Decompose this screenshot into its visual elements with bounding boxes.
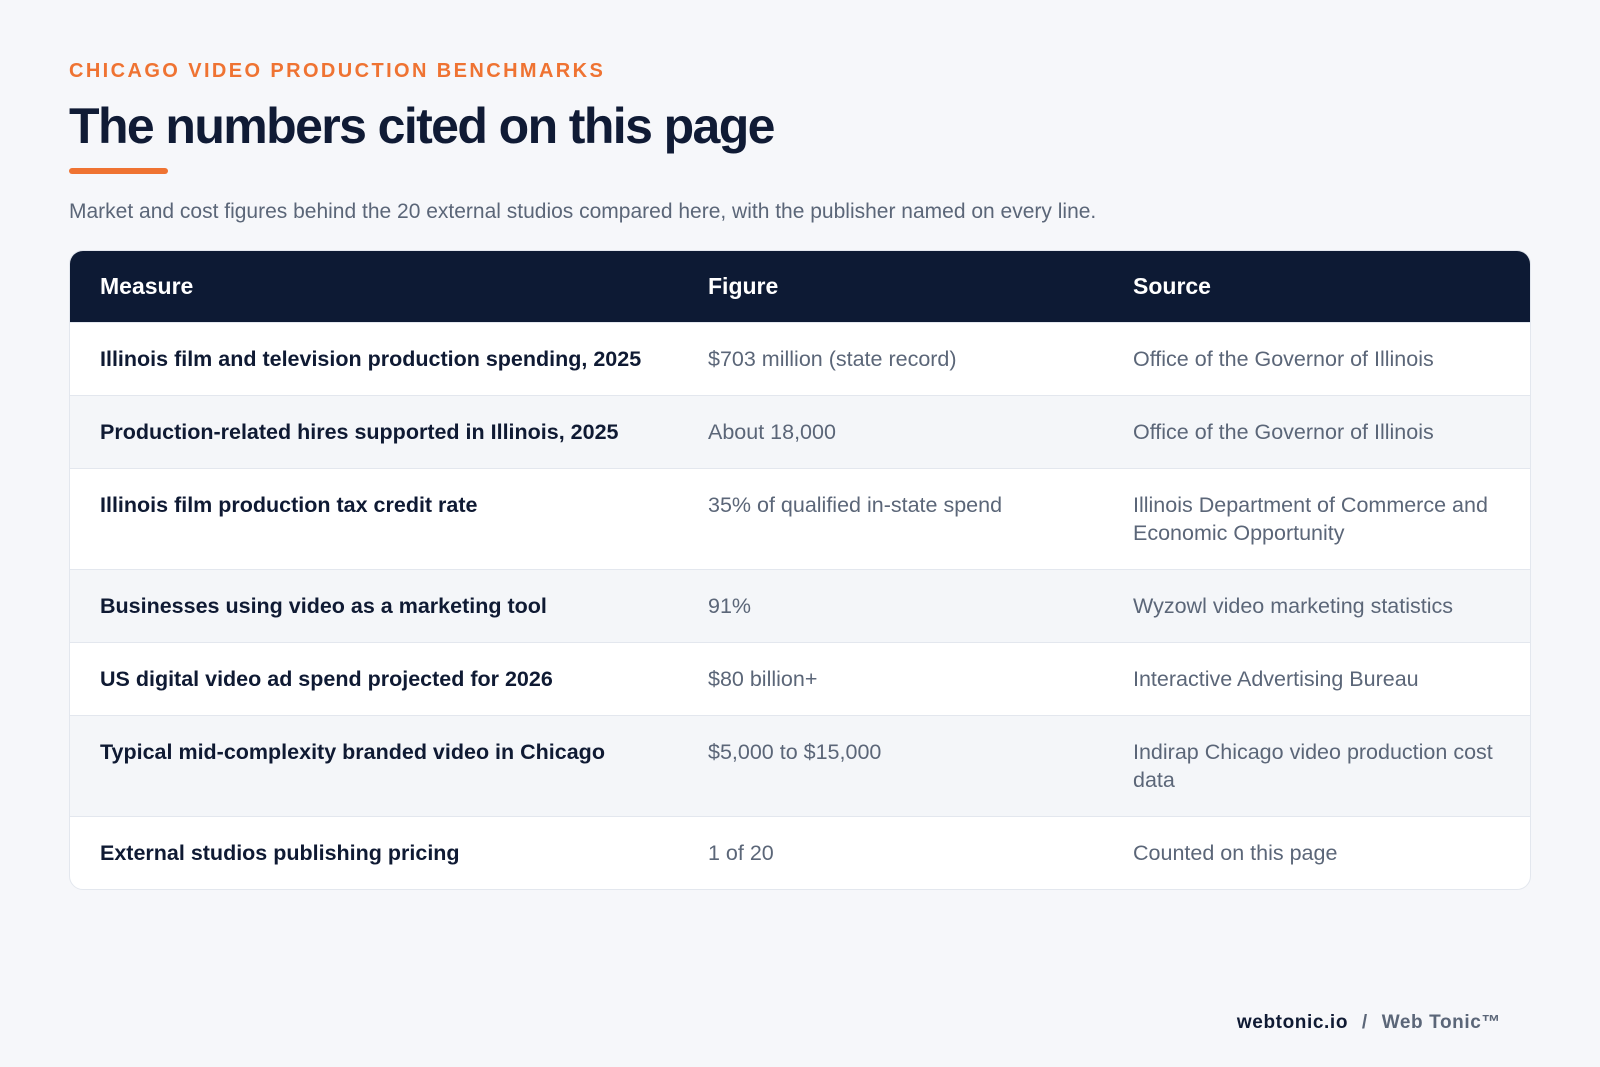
column-header-source: Source bbox=[1133, 272, 1211, 299]
column-header-figure: Figure bbox=[708, 272, 779, 299]
table-row: Illinois film and television production … bbox=[70, 322, 1530, 395]
footer-domain: webtonic.io bbox=[1236, 1012, 1349, 1033]
figure-cell: 1 of 20 bbox=[708, 840, 774, 865]
table-header-row: Measure Figure Source bbox=[70, 251, 1530, 322]
footer-brand: Web Tonic™ bbox=[1381, 1012, 1501, 1033]
eyebrow-label: CHICAGO VIDEO PRODUCTION BENCHMARKS bbox=[69, 60, 606, 82]
measure-cell: Illinois film and television production … bbox=[100, 346, 642, 371]
source-cell: Wyzowl video marketing statistics bbox=[1133, 593, 1454, 618]
page-title: The numbers cited on this page bbox=[69, 98, 775, 154]
source-cell: Counted on this page bbox=[1133, 840, 1338, 865]
benchmarks-table: Measure Figure Source Illinois film and … bbox=[70, 251, 1530, 889]
table-row: US digital video ad spend projected for … bbox=[70, 642, 1530, 715]
table-row: Illinois film production tax credit rate… bbox=[70, 468, 1530, 569]
source-cell: Illinois Department of Commerce and Econ… bbox=[1133, 492, 1488, 545]
title-accent-bar bbox=[69, 168, 168, 174]
table-row: Typical mid-complexity branded video in … bbox=[70, 715, 1530, 816]
source-cell: Interactive Advertising Bureau bbox=[1133, 666, 1419, 691]
table-row: Production-related hires supported in Il… bbox=[70, 395, 1530, 468]
figure-cell: $80 billion+ bbox=[708, 666, 818, 691]
figure-cell: $703 million (state record) bbox=[708, 346, 957, 371]
measure-cell: Illinois film production tax credit rate bbox=[100, 492, 478, 517]
figure-cell: About 18,000 bbox=[708, 419, 836, 444]
footer-credit: webtonic.io / Web Tonic™ bbox=[1237, 1012, 1501, 1034]
source-cell: Office of the Governor of Illinois bbox=[1133, 419, 1434, 444]
footer-separator: / bbox=[1361, 1012, 1368, 1033]
source-cell: Indirap Chicago video production cost da… bbox=[1133, 739, 1493, 792]
measure-cell: External studios publishing pricing bbox=[100, 840, 460, 865]
figure-cell: 91% bbox=[708, 593, 752, 618]
figure-cell: $5,000 to $15,000 bbox=[708, 739, 882, 764]
table-row: External studios publishing pricing 1 of… bbox=[70, 816, 1530, 889]
table-row: Businesses using video as a marketing to… bbox=[70, 569, 1530, 642]
measure-cell: Businesses using video as a marketing to… bbox=[100, 593, 547, 618]
benchmarks-table-card: Measure Figure Source Illinois film and … bbox=[69, 250, 1531, 890]
figure-cell: 35% of qualified in-state spend bbox=[708, 492, 1003, 517]
column-header-measure: Measure bbox=[100, 272, 194, 299]
page-subtitle: Market and cost figures behind the 20 ex… bbox=[69, 200, 1097, 223]
measure-cell: US digital video ad spend projected for … bbox=[100, 666, 553, 691]
source-cell: Office of the Governor of Illinois bbox=[1133, 346, 1434, 371]
measure-cell: Typical mid-complexity branded video in … bbox=[100, 739, 605, 764]
measure-cell: Production-related hires supported in Il… bbox=[100, 419, 619, 444]
